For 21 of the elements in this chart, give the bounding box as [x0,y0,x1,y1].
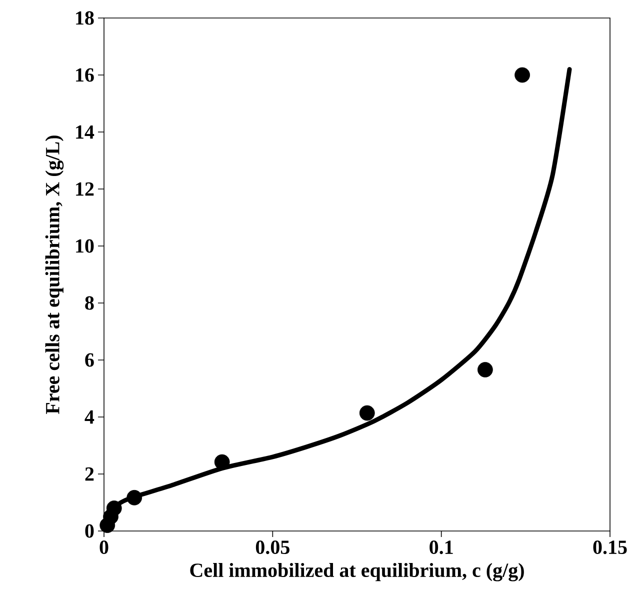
y-tick-label: 10 [76,239,94,253]
point [514,67,530,83]
point [477,362,493,378]
point [126,490,142,506]
point [359,405,375,421]
y-tick-label: 18 [76,11,94,25]
x-tick-label: 0.1 [430,540,453,554]
y-tick-label: 14 [76,125,94,139]
point [106,500,122,516]
x-tick-label: 0 [100,540,108,554]
y-tick-label: 0 [85,524,94,538]
y-tick-label: 16 [76,68,94,82]
y-tick-label: 4 [84,410,94,424]
y-tick-label: 12 [76,182,94,196]
y-tick-label: 6 [85,353,94,367]
x-tick-label: 0.05 [256,540,290,554]
y-tick-label: 2 [85,467,94,481]
x-axis-title: Cell immobilized at equilibrium, c (g/g) [190,562,524,582]
y-tick-label: 8 [85,296,94,310]
x-tick-label: 0.15 [593,540,627,554]
y-axis-title: Free cells at equilibrium, X (g/L) [45,136,64,414]
